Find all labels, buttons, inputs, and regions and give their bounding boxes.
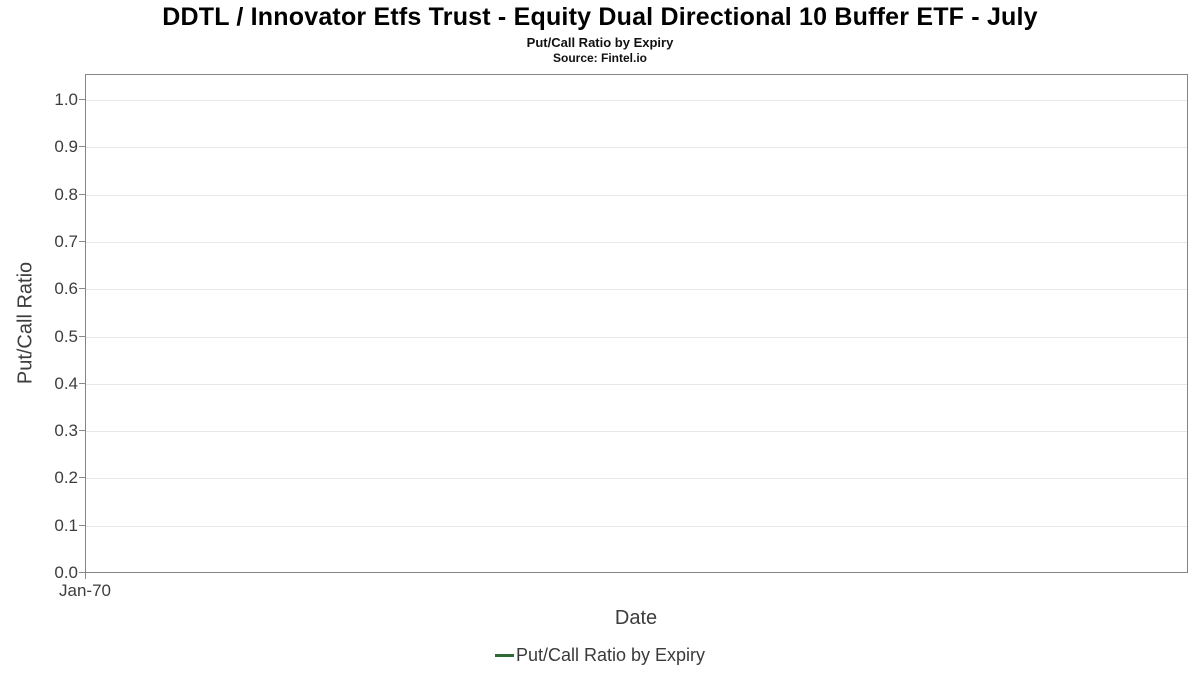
y-tick-label: 0.9 [54, 137, 78, 156]
legend-label: Put/Call Ratio by Expiry [515, 645, 706, 665]
y-tick-mark [79, 241, 85, 242]
plot-area [85, 74, 1188, 573]
y-tick-mark [79, 99, 85, 100]
y-tick-mark [79, 525, 85, 526]
y-tick-mark [79, 383, 85, 384]
y-tick-mark [79, 477, 85, 478]
y-tick-label: 0.2 [54, 468, 78, 487]
y-gridline [86, 195, 1187, 196]
y-tick-mark [79, 572, 85, 573]
y-gridline [86, 478, 1187, 479]
y-gridline [86, 337, 1187, 338]
y-gridline [86, 384, 1187, 385]
y-tick-label: 1.0 [54, 90, 78, 109]
chart-subtitle: Put/Call Ratio by Expiry [526, 35, 674, 50]
y-tick-label: 0.8 [54, 185, 78, 204]
y-tick-label: 0.7 [54, 232, 78, 251]
y-tick-mark [79, 336, 85, 337]
y-tick-mark [79, 194, 85, 195]
y-tick-label: 0.1 [54, 516, 78, 535]
y-tick-mark [79, 430, 85, 431]
chart-source: Source: Fintel.io [552, 51, 647, 65]
y-gridline [86, 289, 1187, 290]
y-tick-label: 0.6 [54, 279, 78, 298]
y-gridline [86, 526, 1187, 527]
y-tick-label: 0.4 [54, 374, 78, 393]
y-gridline [86, 100, 1187, 101]
y-tick-label: 0.3 [54, 421, 78, 440]
chart-title: DDTL / Innovator Etfs Trust - Equity Dua… [162, 3, 1038, 31]
y-tick-mark [79, 146, 85, 147]
y-tick-label: 0.0 [54, 563, 78, 582]
y-tick-mark [79, 288, 85, 289]
legend-line-marker [494, 654, 514, 657]
legend: Put/Call Ratio by Expiry [0, 645, 1200, 666]
y-gridline [86, 147, 1187, 148]
x-tick-label: Jan-70 [59, 581, 111, 600]
y-tick-label: 0.5 [54, 327, 78, 346]
y-gridline [86, 242, 1187, 243]
y-axis-label: Put/Call Ratio [14, 261, 37, 385]
x-tick-mark [85, 573, 86, 579]
y-gridline [86, 431, 1187, 432]
x-axis-label: Date [614, 607, 658, 629]
